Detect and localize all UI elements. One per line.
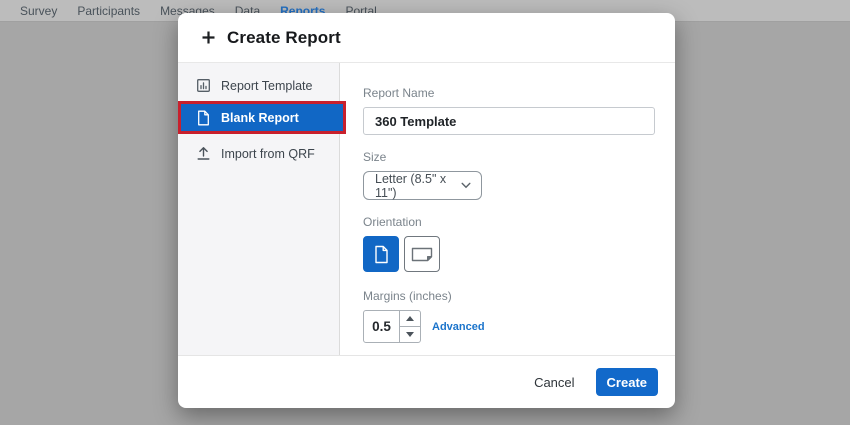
nav-tab-survey[interactable]: Survey [20, 3, 58, 18]
margins-stepper[interactable]: 0.5 [363, 310, 421, 343]
report-name-input[interactable] [363, 107, 655, 135]
size-label: Size [363, 150, 387, 164]
sidebar-item-report-template[interactable]: Report Template [178, 72, 339, 99]
stepper-up-button[interactable] [400, 311, 420, 327]
margins-label: Margins (inches) [363, 289, 452, 303]
orientation-portrait-button[interactable] [363, 236, 399, 272]
modal-content-pane: Report Name Size Letter (8.5" x 11") Ori… [340, 63, 675, 355]
sidebar-item-label: Import from QRF [221, 146, 315, 161]
create-report-modal: Create Report Report Template [178, 13, 675, 408]
upload-icon [195, 146, 211, 161]
cancel-button[interactable]: Cancel [534, 374, 575, 390]
nav-tab-participants[interactable]: Participants [77, 3, 141, 18]
report-template-icon [195, 78, 211, 93]
landscape-page-icon [411, 247, 433, 262]
chevron-down-icon [461, 182, 471, 189]
sidebar-item-blank-report[interactable]: Blank Report [178, 101, 346, 134]
modal-footer: Cancel Create [178, 355, 675, 408]
orientation-label: Orientation [363, 215, 422, 229]
advanced-link[interactable]: Advanced [432, 320, 485, 333]
sidebar-item-label: Report Template [221, 78, 313, 93]
report-name-label: Report Name [363, 86, 435, 100]
size-select[interactable]: Letter (8.5" x 11") [363, 171, 482, 200]
orientation-options [363, 236, 675, 272]
triangle-down-icon [406, 332, 414, 337]
orientation-landscape-button[interactable] [404, 236, 440, 272]
size-select-value: Letter (8.5" x 11") [375, 171, 447, 200]
plus-icon [201, 30, 216, 45]
triangle-up-icon [406, 316, 414, 321]
modal-sidebar: Report Template Blank Report Import [178, 63, 346, 355]
sidebar-item-label: Blank Report [221, 110, 299, 125]
sidebar-item-import-from-qrf[interactable]: Import from QRF [178, 140, 339, 167]
modal-header: Create Report [178, 13, 675, 63]
blank-page-icon [195, 110, 211, 126]
portrait-page-icon [374, 245, 389, 264]
margins-value: 0.5 [372, 319, 391, 334]
modal-title: Create Report [227, 27, 341, 47]
create-button[interactable]: Create [595, 368, 658, 396]
stepper-down-button[interactable] [400, 327, 420, 342]
